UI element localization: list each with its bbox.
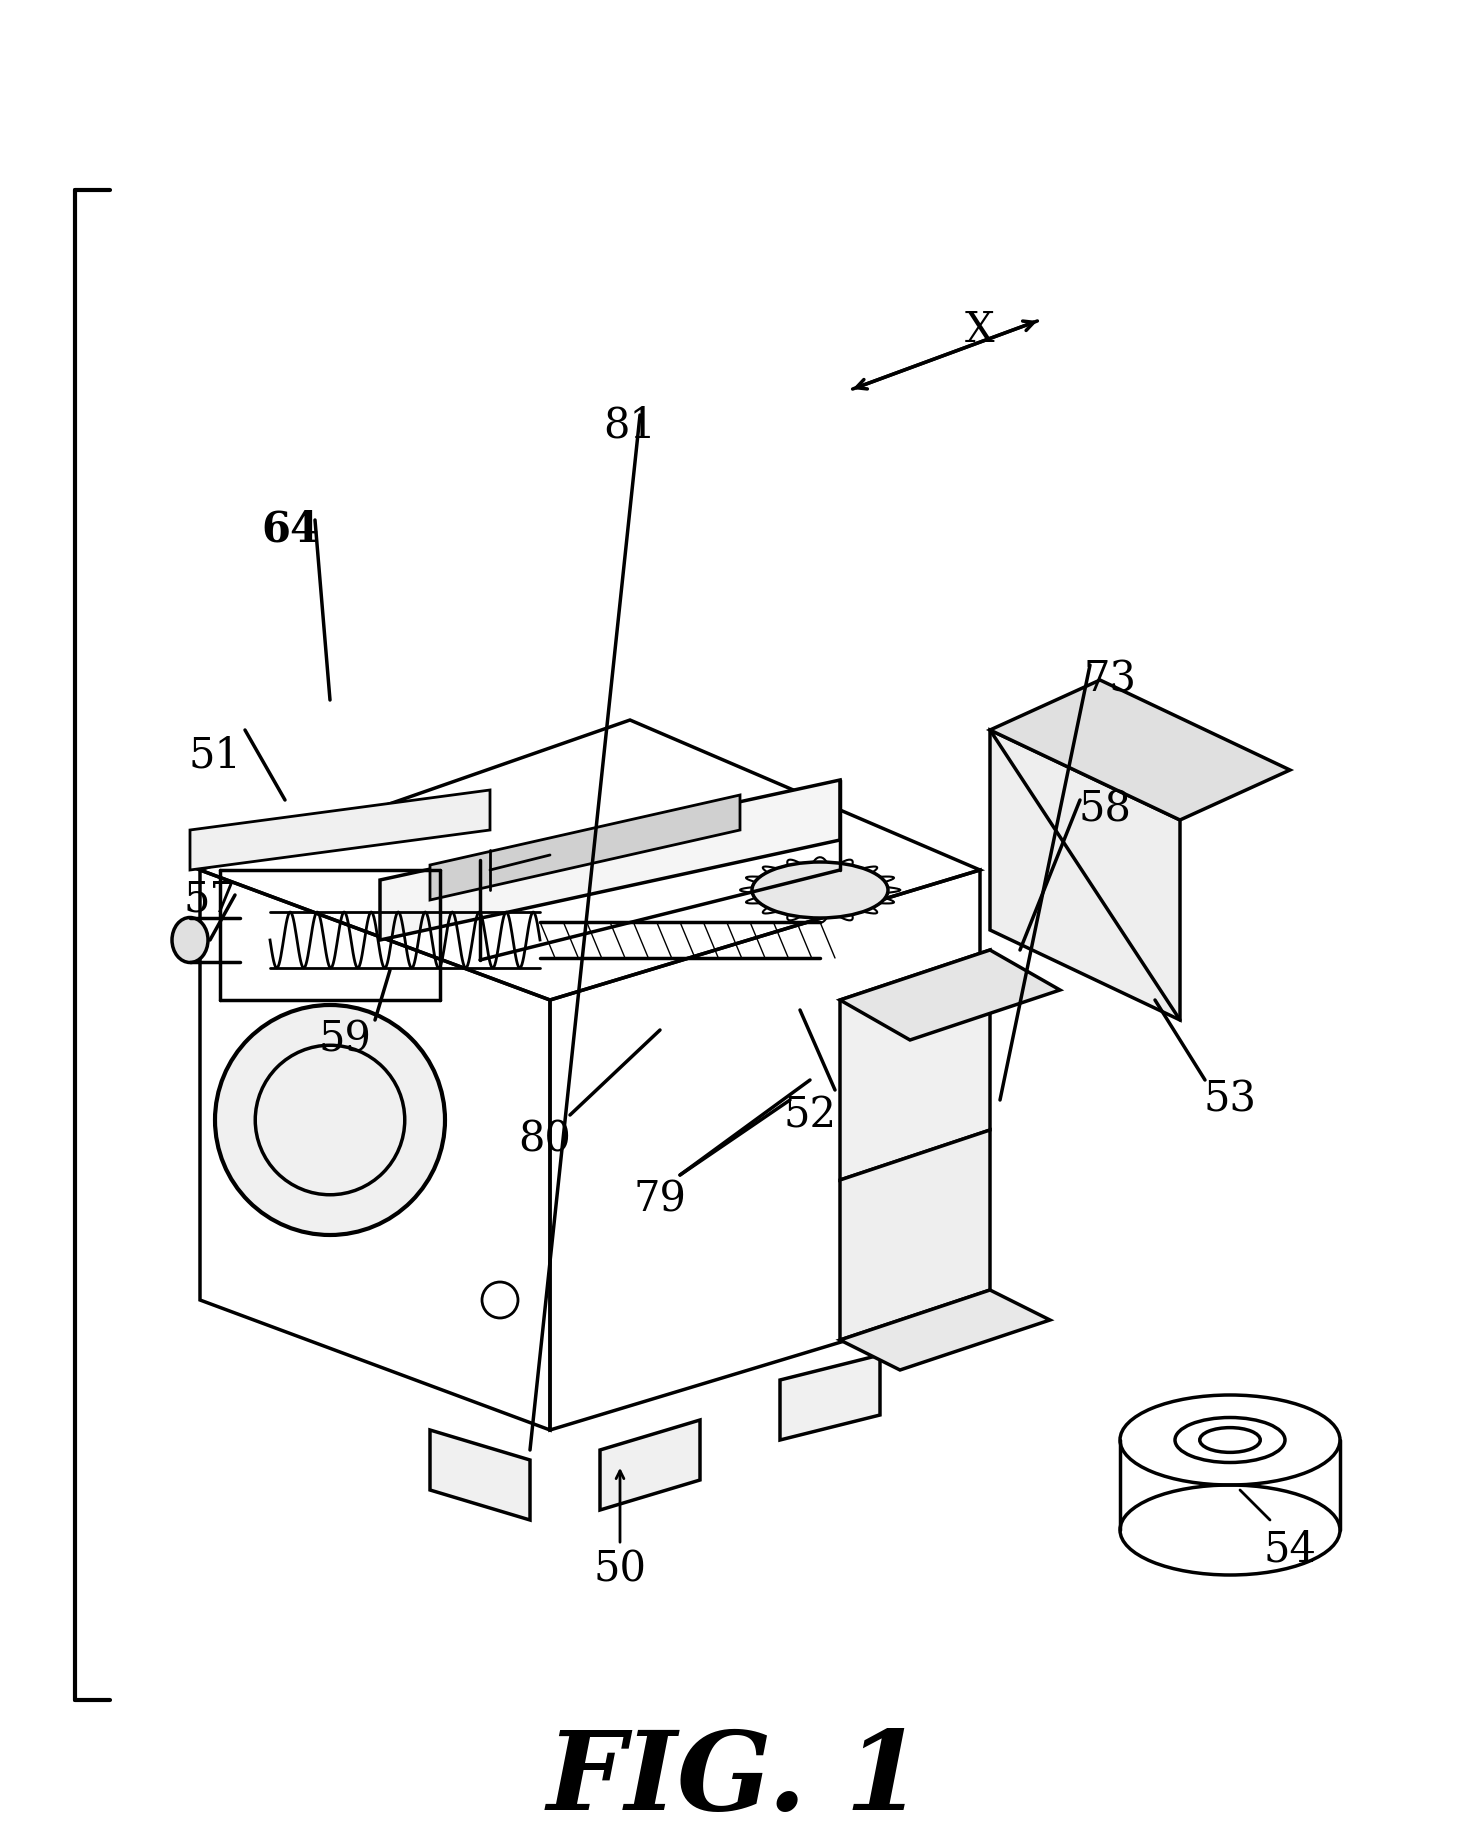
Polygon shape xyxy=(190,791,490,870)
Ellipse shape xyxy=(172,918,207,962)
Polygon shape xyxy=(840,949,1061,1040)
Text: FIG. 1: FIG. 1 xyxy=(547,1727,924,1834)
Text: 59: 59 xyxy=(319,1020,372,1060)
Polygon shape xyxy=(430,794,740,899)
Text: 51: 51 xyxy=(188,733,241,776)
Polygon shape xyxy=(840,1130,990,1341)
Text: 57: 57 xyxy=(184,879,237,922)
Polygon shape xyxy=(600,1420,700,1511)
Text: 73: 73 xyxy=(1084,659,1137,702)
Ellipse shape xyxy=(215,1005,446,1236)
Text: 53: 53 xyxy=(1203,1079,1256,1121)
Polygon shape xyxy=(430,1430,530,1520)
Text: 52: 52 xyxy=(784,1093,837,1136)
Polygon shape xyxy=(840,1289,1050,1370)
Text: 80: 80 xyxy=(519,1119,571,1162)
Text: 54: 54 xyxy=(1264,1529,1317,1572)
Polygon shape xyxy=(990,680,1290,820)
Polygon shape xyxy=(990,730,1180,1020)
Polygon shape xyxy=(840,949,990,1180)
Text: 64: 64 xyxy=(260,510,319,550)
Text: 58: 58 xyxy=(1078,789,1131,831)
Ellipse shape xyxy=(752,863,888,918)
Text: 50: 50 xyxy=(593,1550,646,1590)
Text: 81: 81 xyxy=(603,404,656,445)
Polygon shape xyxy=(380,779,840,940)
Text: X: X xyxy=(965,308,994,351)
Text: 79: 79 xyxy=(634,1178,687,1221)
Polygon shape xyxy=(780,1356,880,1441)
